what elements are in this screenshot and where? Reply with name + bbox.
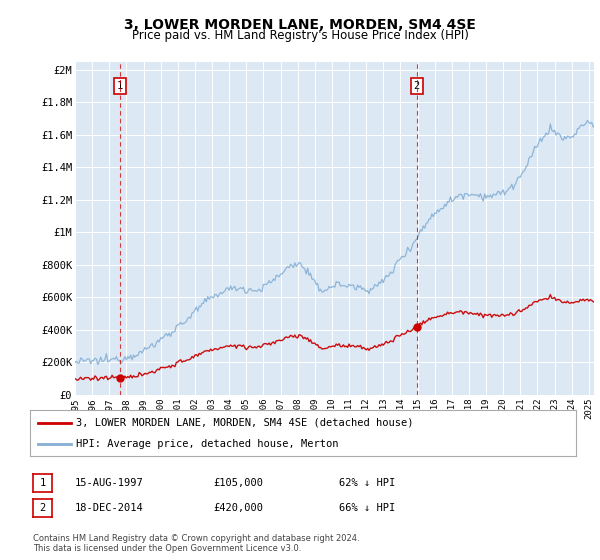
Text: 62% ↓ HPI: 62% ↓ HPI [339, 478, 395, 488]
Text: 1: 1 [40, 478, 46, 488]
Text: £420,000: £420,000 [213, 503, 263, 513]
Text: Price paid vs. HM Land Registry's House Price Index (HPI): Price paid vs. HM Land Registry's House … [131, 29, 469, 42]
Text: 2: 2 [40, 503, 46, 513]
Text: 1: 1 [117, 81, 123, 91]
Text: 15-AUG-1997: 15-AUG-1997 [75, 478, 144, 488]
Text: 66% ↓ HPI: 66% ↓ HPI [339, 503, 395, 513]
Text: 2: 2 [414, 81, 420, 91]
Text: 3, LOWER MORDEN LANE, MORDEN, SM4 4SE: 3, LOWER MORDEN LANE, MORDEN, SM4 4SE [124, 18, 476, 32]
Text: 3, LOWER MORDEN LANE, MORDEN, SM4 4SE (detached house): 3, LOWER MORDEN LANE, MORDEN, SM4 4SE (d… [76, 418, 414, 428]
Text: HPI: Average price, detached house, Merton: HPI: Average price, detached house, Mert… [76, 439, 339, 449]
Text: 18-DEC-2014: 18-DEC-2014 [75, 503, 144, 513]
Text: £105,000: £105,000 [213, 478, 263, 488]
Text: Contains HM Land Registry data © Crown copyright and database right 2024.
This d: Contains HM Land Registry data © Crown c… [33, 534, 359, 553]
